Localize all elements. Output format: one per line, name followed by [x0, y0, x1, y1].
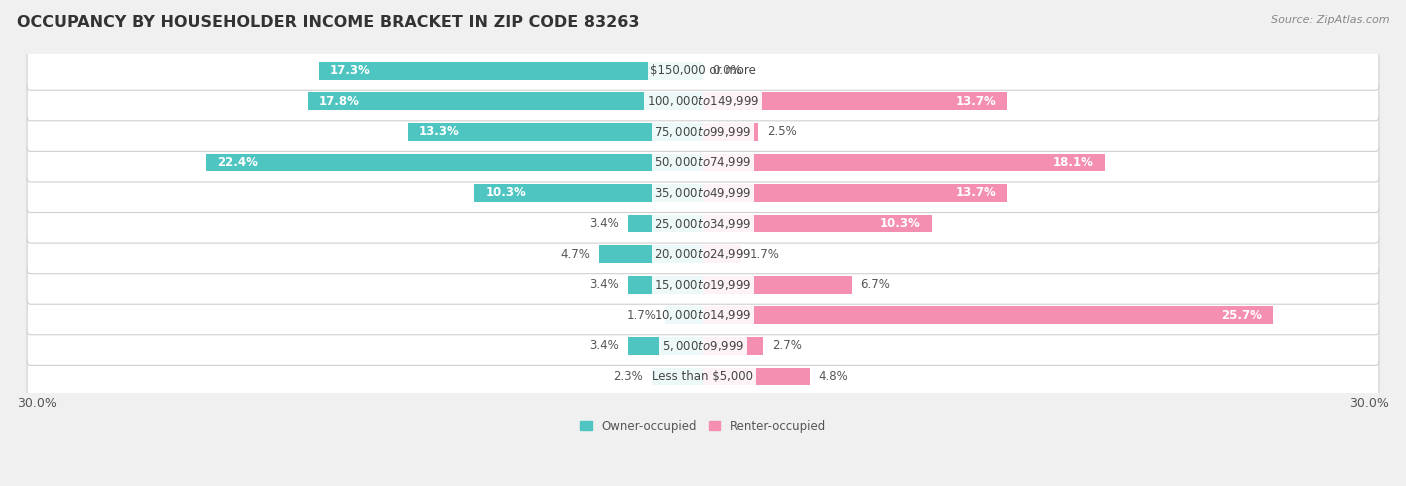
Text: 13.7%: 13.7%: [955, 95, 995, 108]
Text: $150,000 or more: $150,000 or more: [650, 64, 756, 77]
Text: $35,000 to $49,999: $35,000 to $49,999: [654, 186, 752, 200]
Bar: [627, 276, 703, 294]
Bar: [703, 92, 1007, 110]
Text: $100,000 to $149,999: $100,000 to $149,999: [647, 94, 759, 108]
FancyBboxPatch shape: [27, 295, 1379, 335]
Text: OCCUPANCY BY HOUSEHOLDER INCOME BRACKET IN ZIP CODE 83263: OCCUPANCY BY HOUSEHOLDER INCOME BRACKET …: [17, 15, 640, 30]
Bar: [319, 62, 703, 80]
Text: Less than $5,000: Less than $5,000: [652, 370, 754, 383]
Text: 10.3%: 10.3%: [880, 217, 921, 230]
Text: Source: ZipAtlas.com: Source: ZipAtlas.com: [1271, 15, 1389, 25]
Bar: [703, 367, 810, 385]
Bar: [703, 184, 1007, 202]
Bar: [474, 184, 703, 202]
FancyBboxPatch shape: [27, 326, 1379, 365]
Text: $15,000 to $19,999: $15,000 to $19,999: [654, 278, 752, 292]
Text: 2.3%: 2.3%: [613, 370, 643, 383]
Bar: [703, 276, 852, 294]
Text: 0.0%: 0.0%: [711, 64, 741, 77]
Text: 13.7%: 13.7%: [955, 187, 995, 199]
Text: $20,000 to $24,999: $20,000 to $24,999: [654, 247, 752, 261]
Text: $5,000 to $9,999: $5,000 to $9,999: [662, 339, 744, 353]
Text: 1.7%: 1.7%: [749, 247, 779, 260]
Bar: [408, 123, 703, 140]
Bar: [703, 215, 932, 232]
FancyBboxPatch shape: [27, 112, 1379, 152]
FancyBboxPatch shape: [27, 357, 1379, 396]
Bar: [703, 154, 1105, 171]
FancyBboxPatch shape: [27, 51, 1379, 90]
Bar: [627, 337, 703, 355]
FancyBboxPatch shape: [27, 235, 1379, 274]
FancyBboxPatch shape: [27, 143, 1379, 182]
Text: 6.7%: 6.7%: [860, 278, 890, 291]
Text: 4.8%: 4.8%: [818, 370, 848, 383]
Bar: [703, 123, 758, 140]
Bar: [703, 245, 741, 263]
Bar: [627, 215, 703, 232]
Bar: [665, 306, 703, 324]
Text: 1.7%: 1.7%: [627, 309, 657, 322]
Text: 22.4%: 22.4%: [217, 156, 257, 169]
Bar: [599, 245, 703, 263]
FancyBboxPatch shape: [27, 265, 1379, 304]
Text: 18.1%: 18.1%: [1053, 156, 1094, 169]
Text: 10.3%: 10.3%: [485, 187, 526, 199]
Text: 3.4%: 3.4%: [589, 339, 619, 352]
Text: $75,000 to $99,999: $75,000 to $99,999: [654, 125, 752, 139]
Text: $50,000 to $74,999: $50,000 to $74,999: [654, 156, 752, 170]
Bar: [703, 306, 1274, 324]
Bar: [308, 92, 703, 110]
Text: 17.8%: 17.8%: [319, 95, 360, 108]
Text: 3.4%: 3.4%: [589, 217, 619, 230]
Bar: [703, 337, 763, 355]
Text: 2.7%: 2.7%: [772, 339, 801, 352]
Text: 2.5%: 2.5%: [768, 125, 797, 139]
Text: 17.3%: 17.3%: [330, 64, 371, 77]
Text: 3.4%: 3.4%: [589, 278, 619, 291]
Text: 4.7%: 4.7%: [560, 247, 589, 260]
FancyBboxPatch shape: [27, 204, 1379, 243]
Text: $10,000 to $14,999: $10,000 to $14,999: [654, 308, 752, 322]
Text: 25.7%: 25.7%: [1222, 309, 1263, 322]
FancyBboxPatch shape: [27, 174, 1379, 212]
Bar: [205, 154, 703, 171]
FancyBboxPatch shape: [27, 82, 1379, 121]
Legend: Owner-occupied, Renter-occupied: Owner-occupied, Renter-occupied: [575, 415, 831, 437]
Text: $25,000 to $34,999: $25,000 to $34,999: [654, 217, 752, 230]
Bar: [652, 367, 703, 385]
Text: 13.3%: 13.3%: [419, 125, 460, 139]
